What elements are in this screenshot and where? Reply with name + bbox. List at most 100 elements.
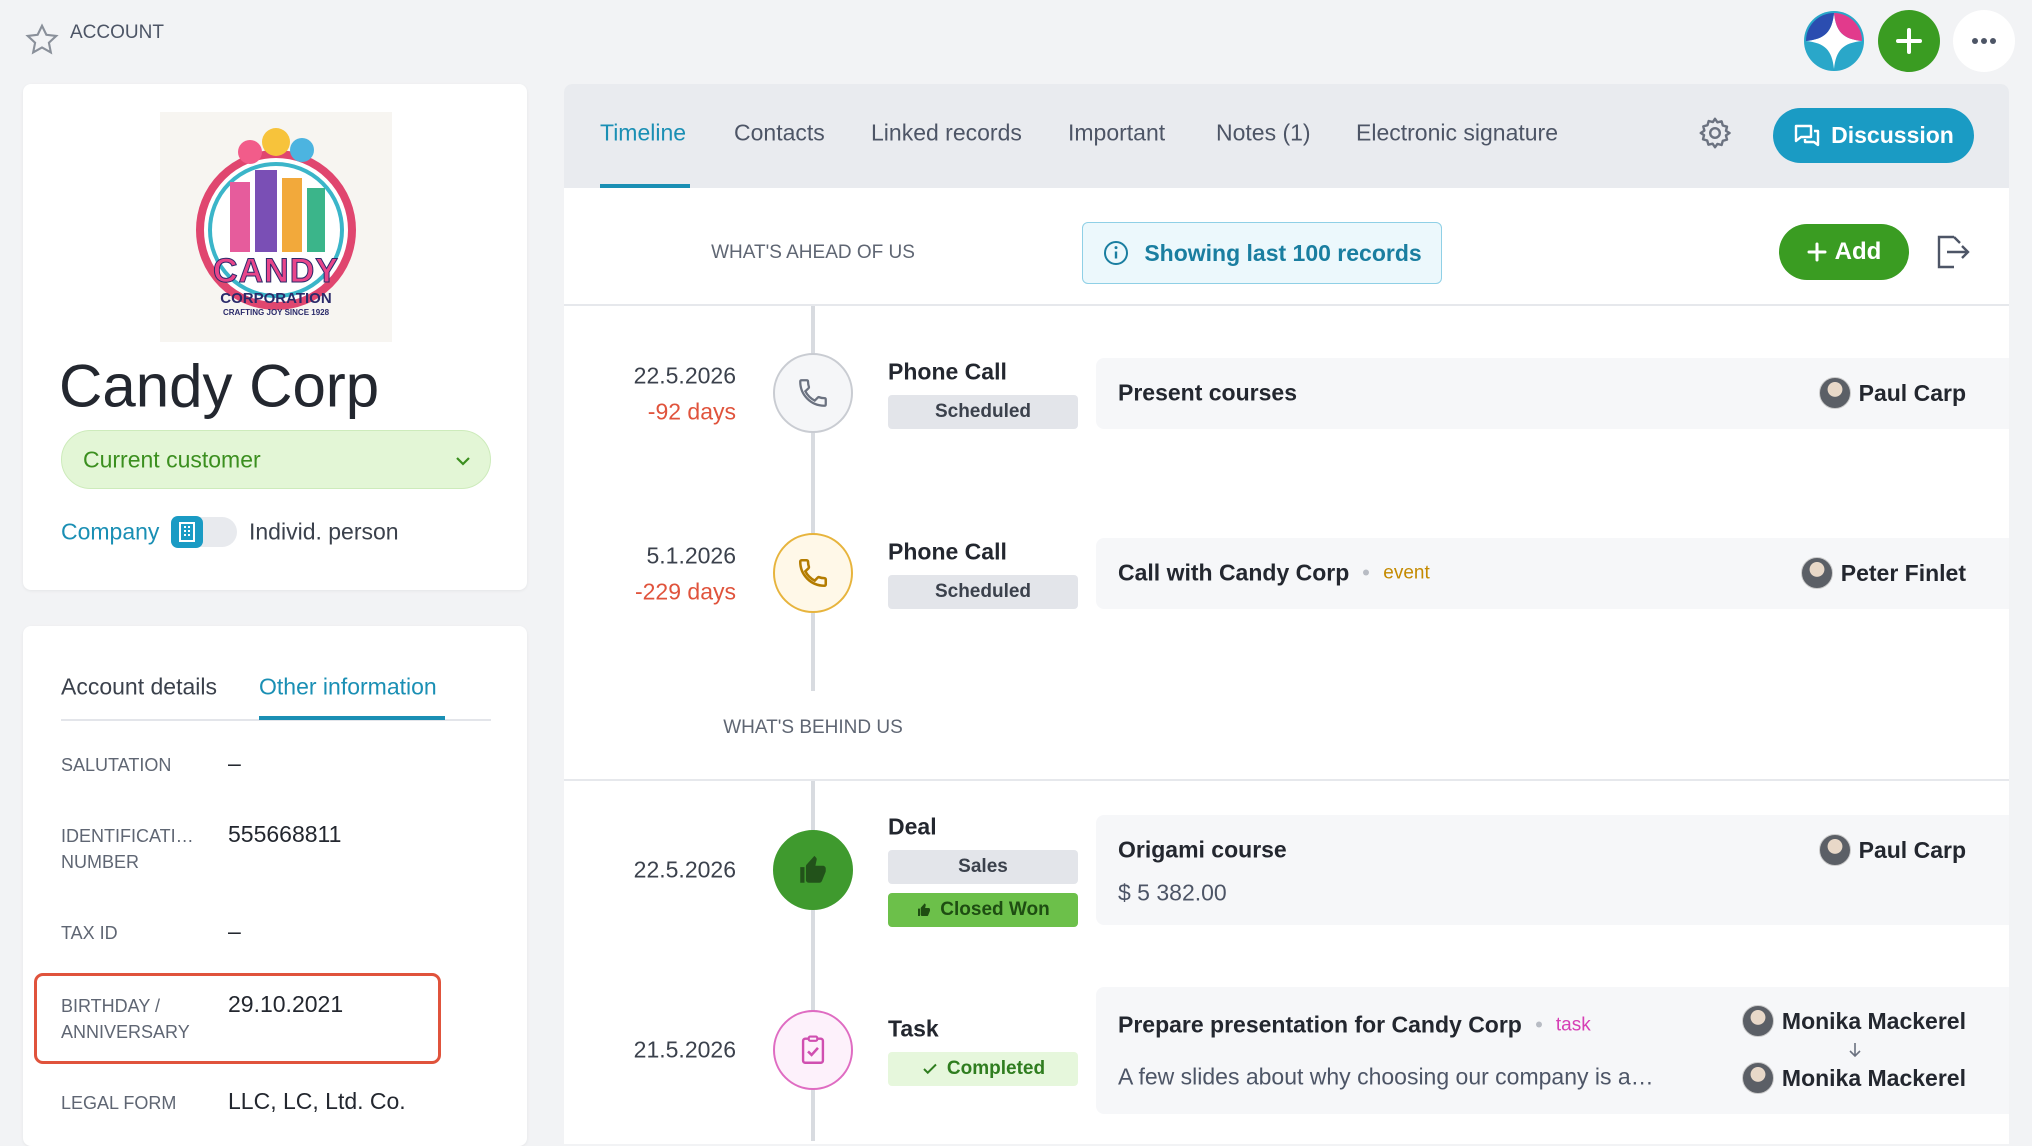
badge-label: Scheduled [934, 581, 1032, 602]
field-value: – [228, 918, 241, 944]
add-label: Add [1834, 238, 1882, 265]
badge-label: Scheduled [934, 401, 1032, 422]
avatar [1818, 834, 1851, 866]
ai-button[interactable] [1803, 10, 1865, 72]
deal-icon [800, 855, 826, 883]
discussion-button[interactable]: Discussion [1773, 108, 1974, 163]
badge-label: Sales [958, 856, 1008, 877]
entry-date: 22.5.2026 [633, 362, 736, 389]
plus-icon [1807, 242, 1827, 262]
entry-tag: task [1536, 1014, 1591, 1036]
create-button[interactable] [1878, 10, 1940, 72]
highlight-box [34, 973, 441, 1064]
entry-days: -229 days [634, 578, 736, 605]
divider [564, 304, 2009, 306]
main-tab[interactable]: Contacts [734, 119, 825, 146]
tab-indicator [600, 184, 690, 188]
main-tab[interactable]: Linked records [871, 119, 1022, 146]
tab-bar [564, 84, 2009, 188]
field-label: SALUTATION [61, 755, 172, 775]
avatar [1800, 557, 1833, 589]
entry-card[interactable] [1096, 357, 2009, 429]
company-name: Candy Corp [59, 352, 380, 420]
details-tab-active[interactable]: Other information [259, 673, 437, 700]
main-tab[interactable]: Important [1068, 119, 1166, 146]
info-text: Showing last 100 records [1144, 239, 1422, 266]
avatar [1818, 377, 1851, 409]
status-badge: Closed Won [888, 893, 1078, 927]
field-label: BIRTHDAY / ANNIVERSARY [61, 996, 190, 1042]
behind-label: WHAT'S BEHIND US [723, 717, 903, 738]
more-button[interactable] [1953, 10, 2015, 72]
entry-title-row: Prepare presentation for Candy Corp task [1118, 1012, 1591, 1039]
tab-indicator [259, 716, 445, 720]
status-select[interactable]: Current customer [61, 430, 491, 489]
toggle-knob [171, 516, 203, 548]
logo-tagline: CRAFTING JOY SINCE 1928 [222, 308, 330, 317]
entry-type: Deal [888, 813, 937, 840]
entry-person: Monika Mackerel [1741, 1005, 1966, 1037]
entry-person: Monika Mackerel [1741, 1062, 1966, 1094]
status-badge: Scheduled [888, 575, 1078, 609]
entry-card[interactable] [1096, 986, 2009, 1114]
main-tab[interactable]: Electronic signature [1356, 119, 1558, 146]
entry-title: Prepare presentation for Candy Corp [1118, 1011, 1522, 1038]
entry-icon [773, 533, 853, 613]
discussion-label: Discussion [1831, 122, 1954, 148]
timeline-line [811, 306, 815, 691]
settings-button[interactable] [1697, 115, 1733, 151]
badge-label: Closed Won [940, 899, 1050, 920]
entry-person: Paul Carp [1818, 834, 1966, 866]
avatar [1741, 1005, 1774, 1037]
entry-type: Phone Call [888, 538, 1007, 565]
info-box: Showing last 100 records [1082, 222, 1442, 284]
main-tab[interactable]: Notes (1) [1216, 119, 1311, 146]
entry-tag: event [1363, 562, 1429, 584]
details-card [23, 626, 527, 1146]
status-badge: Scheduled [888, 395, 1078, 429]
thumb-icon [918, 903, 931, 916]
person-name: Paul Carp [1858, 379, 1966, 406]
logo-art [196, 128, 356, 310]
field-value: 29.10.2021 [228, 991, 344, 1017]
field-value: – [228, 750, 241, 776]
type-person[interactable]: Individ. person [249, 518, 399, 545]
entry-card[interactable] [1096, 537, 2009, 609]
status-value: Current customer [83, 446, 261, 473]
entry-date: 5.1.2026 [646, 542, 736, 569]
type-company[interactable]: Company [61, 518, 160, 545]
task-icon [801, 1035, 825, 1064]
entry-detail: $ 5 382.00 [1118, 879, 1227, 906]
logo-subtitle: CORPORATION [220, 290, 332, 307]
add-button[interactable]: Add [1779, 224, 1909, 280]
chat-icon [1794, 124, 1820, 146]
avatar [1741, 1062, 1774, 1094]
logo: CANDY CORPORATION CRAFTING JOY SINCE 192… [160, 112, 392, 342]
arrow-down [1849, 1043, 1861, 1058]
ahead-label: WHAT'S AHEAD OF US [711, 242, 915, 263]
favorite-star[interactable] [24, 22, 60, 58]
export-button[interactable] [1934, 234, 1972, 270]
entry-title: Origami course [1118, 836, 1287, 863]
entry-type: Task [888, 1015, 939, 1042]
chevron [456, 457, 470, 466]
entry-detail: A few slides about why choosing our comp… [1118, 1063, 1654, 1090]
entry-card[interactable] [1096, 815, 2009, 925]
type-toggle[interactable] [171, 516, 237, 548]
handover-arrow [1846, 1041, 1864, 1064]
tab-divider [61, 719, 491, 721]
entry-title-row: Origami course [1118, 837, 1287, 864]
badge-label: Completed [946, 1058, 1046, 1079]
main-tab[interactable]: Timeline [600, 119, 687, 146]
details-tab[interactable]: Account details [61, 673, 217, 700]
status-badge: Sales [888, 850, 1078, 884]
phone2-icon [798, 558, 828, 588]
field-label: LEGAL FORM [61, 1093, 177, 1113]
field-value: LLC, LC, Ltd. Co. [228, 1088, 406, 1114]
phone-icon [799, 379, 827, 407]
check-icon [923, 1063, 937, 1075]
divider [564, 779, 2009, 781]
logo-name: CANDY [213, 252, 339, 291]
person-name: Monika Mackerel [1781, 1064, 1966, 1091]
